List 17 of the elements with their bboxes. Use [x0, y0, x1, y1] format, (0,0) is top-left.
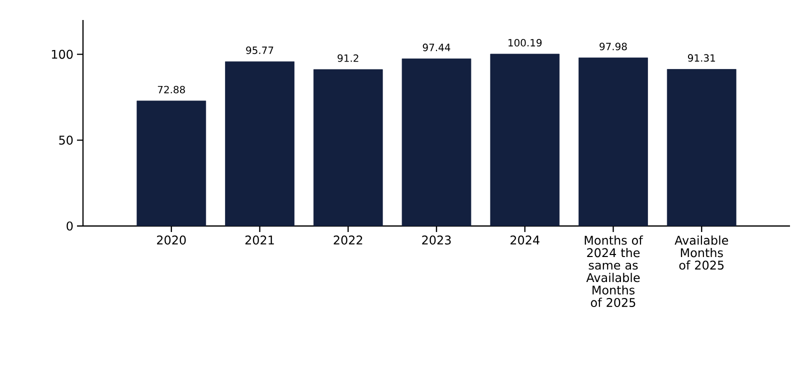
data-label: 72.88 [158, 86, 185, 94]
x-tick-label: 2021 [245, 236, 274, 245]
x-tick-label: 2020 [157, 236, 186, 245]
data-label: 95.77 [246, 46, 274, 54]
x-tick-label: Months of 2024 the same as Available Months of 2025 [584, 236, 644, 308]
y-tick-label: 0 [66, 221, 73, 231]
data-label: 97.98 [600, 42, 627, 50]
data-label: 97.44 [422, 44, 450, 52]
data-label: 91.2 [338, 54, 358, 62]
y-tick-label: 50 [59, 136, 73, 145]
data-label: 91.31 [688, 54, 715, 62]
x-tick-label: 2022 [334, 236, 362, 245]
data-label: 100.19 [508, 38, 542, 46]
x-tick-label: 2024 [510, 236, 540, 245]
x-tick-label: 2023 [422, 236, 451, 245]
y-tick-label: 100 [52, 50, 73, 59]
x-tick-label: Available Months of 2025 [674, 236, 728, 270]
